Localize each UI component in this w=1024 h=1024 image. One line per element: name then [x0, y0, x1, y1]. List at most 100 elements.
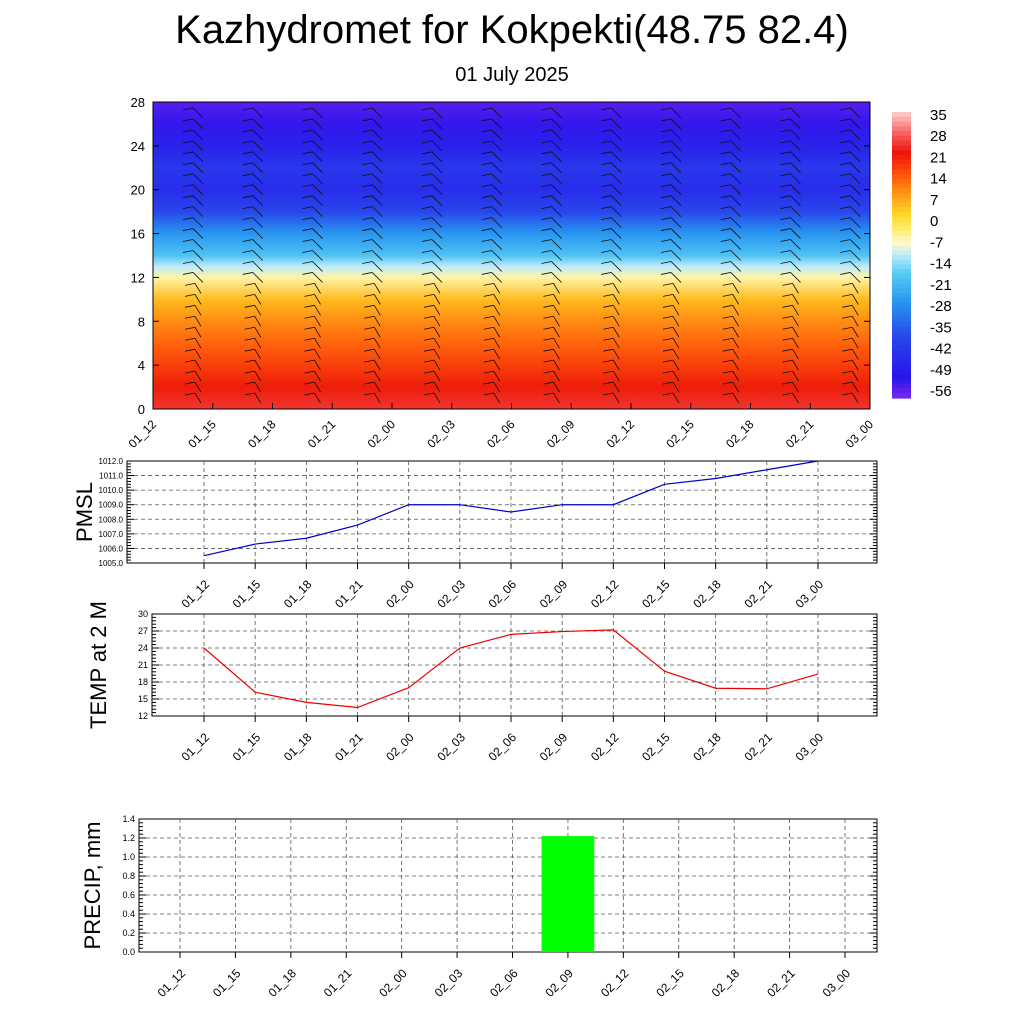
wind-barb — [662, 304, 674, 308]
wind-barb — [371, 272, 383, 283]
wind-barb — [373, 294, 381, 305]
wind-barb — [182, 151, 194, 155]
colorbar-segment — [892, 364, 911, 370]
wind-barb — [364, 337, 375, 341]
x-tick-label: 02_09 — [537, 730, 571, 764]
wind-barb — [612, 381, 620, 393]
wind-barb — [730, 151, 742, 163]
wind-barb — [551, 195, 562, 206]
wind-barb — [551, 250, 562, 261]
wind-barb — [660, 118, 672, 122]
wind-barb — [601, 184, 612, 188]
wind-barb — [670, 195, 682, 206]
x-tick-label: 02_00 — [383, 577, 417, 611]
colorbar-segment — [892, 121, 911, 127]
wind-barb — [551, 272, 562, 283]
wind-barb — [304, 315, 315, 319]
wind-barb — [553, 370, 560, 382]
wind-barb — [493, 348, 501, 360]
wind-barb — [541, 195, 552, 199]
wind-barb — [551, 129, 562, 141]
wind-barb — [553, 327, 560, 338]
y-axis-label: TEMP at 2 M — [86, 601, 111, 729]
colorbar-segment — [892, 197, 911, 204]
wind-barb — [304, 381, 315, 385]
wind-barb — [851, 381, 859, 393]
wind-barb — [662, 326, 674, 330]
colorbar-segment — [892, 116, 911, 123]
wind-barb — [314, 316, 321, 327]
y-tick-label: 20 — [131, 183, 145, 198]
wind-barb — [840, 217, 851, 220]
wind-barb — [849, 140, 861, 152]
x-tick-label: 02_09 — [543, 966, 577, 1000]
wind-barb — [790, 195, 801, 206]
wind-barb — [672, 316, 680, 327]
wind-barb — [302, 217, 313, 220]
x-tick-label: 02_18 — [690, 730, 724, 764]
wind-barb — [493, 316, 501, 327]
colorbar-segment — [892, 159, 911, 166]
wind-barb — [423, 293, 435, 297]
wind-barb — [312, 217, 323, 228]
wind-barb — [304, 392, 315, 396]
wind-barb — [423, 370, 435, 374]
wind-barb — [780, 239, 791, 242]
x-tick-label: 02_21 — [741, 730, 775, 764]
wind-barb — [194, 305, 202, 316]
wind-barb — [252, 162, 264, 174]
wind-barb — [612, 294, 620, 305]
wind-barb — [302, 228, 313, 231]
wind-barb — [302, 250, 313, 253]
colorbar-segment — [892, 331, 911, 337]
x-tick-label: 01_18 — [281, 730, 315, 764]
wind-barb — [541, 129, 552, 133]
colorbar-label: -7 — [930, 234, 943, 251]
colorbar-segment — [892, 278, 911, 285]
wind-barb — [244, 293, 255, 297]
wind-barb — [601, 228, 612, 231]
wind-barb — [481, 173, 492, 177]
wind-barb — [551, 118, 562, 130]
wind-barb — [312, 272, 323, 283]
wind-barb — [182, 184, 194, 188]
wind-barb — [551, 261, 562, 272]
y-tick-label: 1.2 — [122, 833, 135, 843]
colorbar-segment — [892, 378, 911, 385]
wind-barb — [182, 250, 194, 253]
wind-barb — [780, 217, 791, 220]
x-tick-label: 02_15 — [653, 966, 687, 1000]
x-tick-label: 02_06 — [486, 730, 520, 764]
wind-barb — [780, 151, 791, 155]
colorbar-label: 28 — [930, 128, 947, 145]
wind-barb — [373, 316, 381, 327]
colorbar-segment — [892, 221, 911, 227]
wind-barb — [553, 348, 560, 360]
wind-barb — [601, 195, 612, 199]
wind-barb — [601, 129, 612, 133]
wind-barb — [849, 206, 861, 217]
wind-barb — [610, 206, 622, 217]
colorbar-segment — [892, 383, 911, 390]
wind-barb — [603, 283, 614, 286]
wind-barb — [790, 250, 801, 261]
wind-barb — [421, 129, 433, 133]
wind-barb — [421, 272, 433, 275]
wind-barb — [732, 392, 740, 404]
wind-barb — [851, 316, 859, 327]
wind-barb — [433, 316, 441, 327]
wind-barb — [252, 129, 264, 141]
wind-barb — [483, 304, 494, 308]
wind-barb — [603, 304, 614, 308]
wind-barb — [672, 348, 680, 360]
wind-barb — [184, 326, 196, 330]
wind-barb — [722, 304, 733, 308]
y-tick-label: 28 — [131, 95, 145, 110]
wind-barb — [660, 129, 672, 133]
wind-barb — [851, 392, 859, 404]
wind-barb — [660, 261, 672, 264]
wind-barb — [194, 359, 202, 371]
y-tick-label: 18 — [138, 677, 148, 687]
wind-barb — [543, 359, 554, 363]
wind-barb — [792, 316, 799, 327]
